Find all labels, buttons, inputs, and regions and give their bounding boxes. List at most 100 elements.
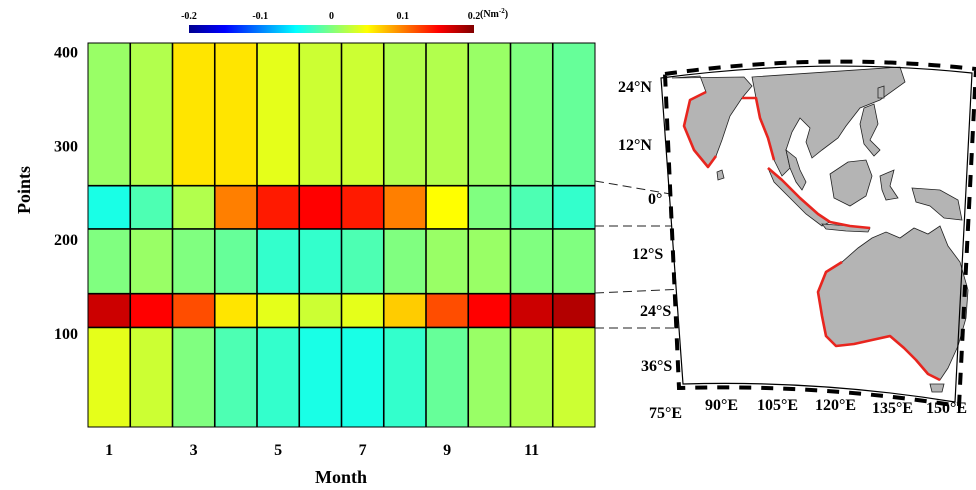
- longitude-label: 105°E: [757, 397, 798, 414]
- colorbar-tick-label: 0.2: [468, 11, 481, 22]
- heatmap-cell: [510, 228, 554, 295]
- land-tasmania: [929, 383, 945, 393]
- map-border: [660, 65, 973, 403]
- heatmap-cell: [257, 185, 300, 230]
- heatmap-cell: [426, 327, 469, 427]
- colorbar-tick-label: 0: [329, 11, 334, 22]
- heatmap-cell: [88, 327, 131, 427]
- heatmap-cell: [383, 43, 427, 187]
- heatmap-cell: [426, 293, 469, 328]
- heatmap-cell: [214, 327, 258, 427]
- heatmap-cell: [383, 228, 427, 295]
- heatmap-cell: [88, 185, 131, 230]
- heatmap-cell: [383, 185, 427, 230]
- x-tick-label: 1: [105, 442, 113, 459]
- heatmap-cell: [130, 185, 173, 230]
- colorbar: -0.2 -0.1 0 0.1 0.2 (Nm-2): [181, 7, 508, 33]
- x-tick-label: 9: [443, 442, 451, 459]
- land-philippines: [859, 103, 881, 157]
- heatmap-cell: [341, 293, 385, 328]
- heatmap-cell: [257, 228, 300, 295]
- x-tick-label: 11: [524, 442, 539, 459]
- heatmap-cell: [257, 293, 300, 328]
- x-tick-label: 5: [274, 442, 282, 459]
- heatmap-cell: [552, 228, 595, 295]
- heatmap-cell: [130, 293, 173, 328]
- heatmap-cell: [130, 228, 173, 295]
- highlighted-coastlines: [682, 90, 941, 382]
- y-tick-label: 100: [54, 326, 78, 343]
- land-sulawesi: [879, 169, 899, 201]
- heatmap-cell: [468, 228, 511, 295]
- heatmap-cell: [341, 185, 385, 230]
- x-tick-label: 7: [359, 442, 367, 459]
- heatmap-cell: [426, 185, 469, 230]
- heatmap: 1 3 5 7 9 11 100 200 300 400 Month Points: [14, 42, 596, 487]
- heatmap-frame: [87, 42, 596, 428]
- y-tick-label: 400: [54, 44, 78, 61]
- heatmap-cell: [88, 228, 131, 295]
- heatmap-cell: [299, 327, 342, 427]
- x-tick-labels: 1 3 5 7 9 11: [105, 442, 539, 459]
- y-tick-labels: 100 200 300 400: [54, 44, 78, 343]
- heatmap-cell: [510, 327, 554, 427]
- heatmap-cell: [130, 327, 173, 427]
- heatmap-cell: [257, 327, 300, 427]
- heatmap-cell: [341, 228, 385, 295]
- heatmap-cell: [172, 43, 216, 187]
- latitude-label: 36°S: [641, 358, 672, 375]
- heatmap-cell: [214, 185, 258, 230]
- x-axis-title: Month: [315, 467, 367, 487]
- heatmap-cell: [552, 43, 595, 187]
- heatmap-cell: [88, 293, 131, 328]
- heatmap-cell: [468, 185, 511, 230]
- heatmap-cells: [88, 43, 595, 427]
- heatmap-cell: [257, 43, 300, 187]
- heatmap-cell: [172, 228, 216, 295]
- heatmap-cell: [299, 43, 342, 187]
- land-new-guinea: [911, 187, 963, 221]
- longitude-label: 75°E: [649, 405, 682, 422]
- heatmap-cell: [341, 43, 385, 187]
- heatmap-cell: [510, 185, 554, 230]
- longitude-labels: 75°E 90°E 105°E 120°E 135°E 150°E: [649, 397, 967, 422]
- heatmap-cell: [341, 327, 385, 427]
- heatmap-cell: [383, 327, 427, 427]
- land-taiwan: [877, 85, 885, 99]
- heatmap-cell: [552, 327, 595, 427]
- longitude-label: 90°E: [705, 397, 738, 414]
- heatmap-cell: [468, 43, 511, 187]
- map-land: [671, 66, 969, 393]
- heatmap-grid: [88, 43, 595, 427]
- heatmap-cell: [214, 228, 258, 295]
- x-tick-label: 3: [190, 442, 198, 459]
- latitude-label: 12°N: [618, 137, 652, 154]
- land-borneo: [829, 159, 873, 207]
- longitude-label: 135°E: [872, 400, 913, 417]
- latitude-label: 24°N: [618, 79, 652, 96]
- heatmap-cell: [299, 293, 342, 328]
- heatmap-cell: [172, 327, 216, 427]
- heatmap-cell: [88, 43, 131, 187]
- longitude-label: 150°E: [926, 400, 967, 417]
- heatmap-cell: [299, 228, 342, 295]
- heatmap-cell: [426, 43, 469, 187]
- colorbar-unit: (Nm-2): [480, 7, 508, 20]
- heatmap-cell: [552, 185, 595, 230]
- heatmap-cell: [172, 293, 216, 328]
- y-axis-title: Points: [14, 166, 34, 214]
- y-tick-label: 200: [54, 232, 78, 249]
- colorbar-tick-label: -0.1: [252, 11, 268, 22]
- latitude-label: 24°S: [640, 303, 671, 320]
- land-sri-lanka: [716, 169, 725, 181]
- y-tick-label: 300: [54, 138, 78, 155]
- colorbar-tick-labels: -0.2 -0.1 0 0.1 0.2: [181, 11, 480, 22]
- heatmap-cell: [299, 185, 342, 230]
- longitude-label: 120°E: [815, 397, 856, 414]
- heatmap-cell: [214, 293, 258, 328]
- heatmap-cell: [510, 43, 554, 187]
- land-malay-peninsula: [785, 148, 807, 191]
- heatmap-cell: [468, 327, 511, 427]
- heatmap-cell: [383, 293, 427, 328]
